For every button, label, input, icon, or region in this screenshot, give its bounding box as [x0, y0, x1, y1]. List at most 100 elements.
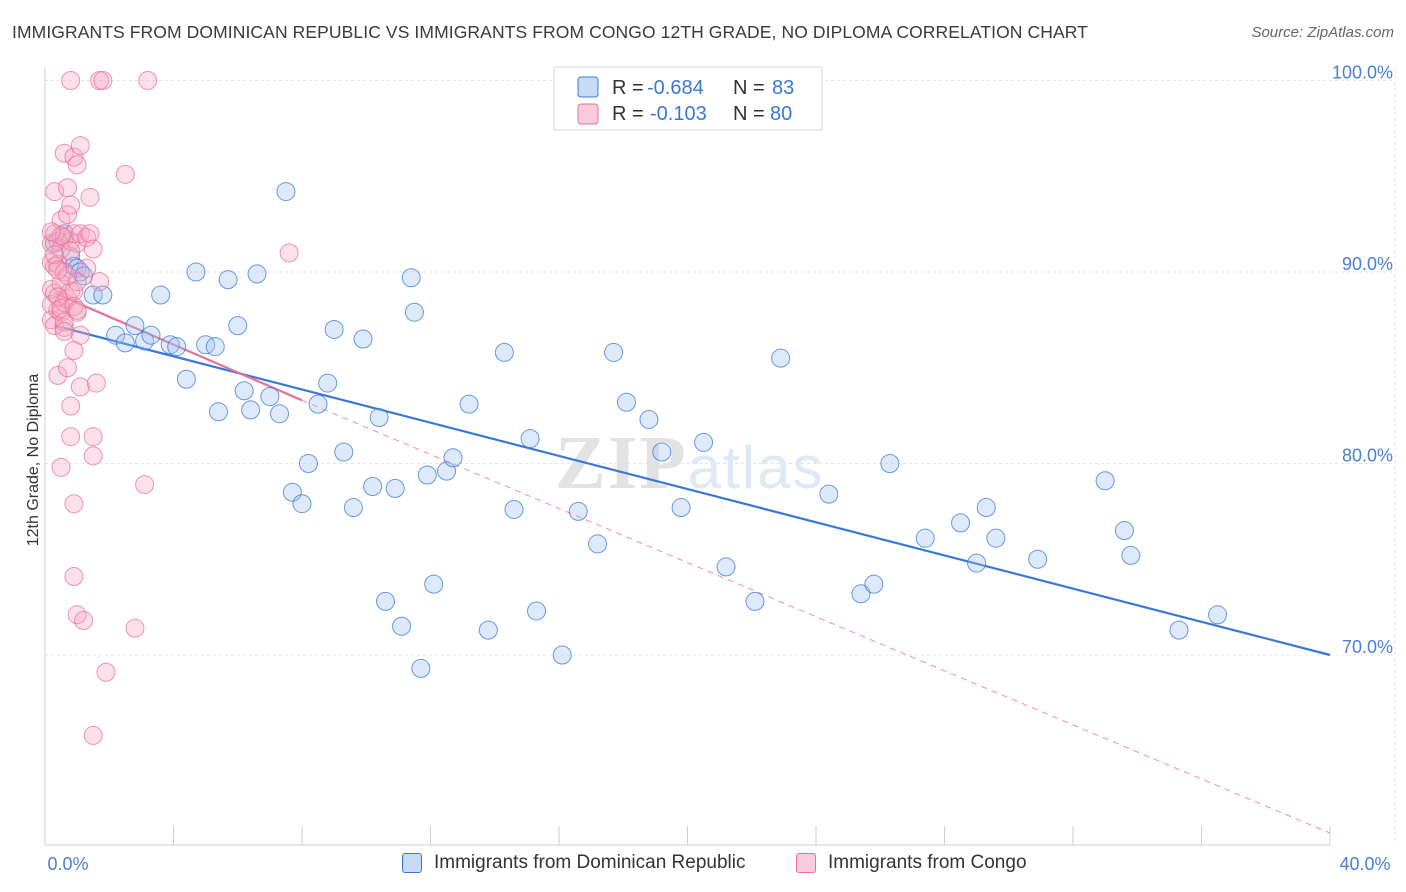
point-dominican-78 [1028, 549, 1048, 569]
gridlines [45, 70, 1396, 845]
point-dominican-27 [260, 386, 280, 406]
point-dominican-23 [228, 316, 248, 336]
point-congo-50 [77, 228, 97, 248]
point-dominican-53 [494, 342, 514, 362]
point-congo-30 [61, 231, 81, 251]
point-dominican-15 [160, 335, 180, 355]
point-dominican-80 [1114, 521, 1134, 541]
point-dominican-36 [334, 442, 354, 462]
point-congo-18 [51, 457, 71, 477]
point-dominican-74 [951, 513, 971, 533]
point-congo-77 [279, 243, 299, 263]
chart-title: IMMIGRANTS FROM DOMINICAN REPUBLIC VS IM… [12, 22, 1088, 42]
point-dominican-41 [376, 591, 396, 611]
point-dominican-31 [292, 494, 312, 514]
point-dominican-39 [363, 476, 383, 496]
point-dominican-75 [967, 553, 987, 573]
point-dominican-60 [604, 342, 624, 362]
point-dominican-14 [151, 285, 171, 305]
point-congo-45 [70, 136, 90, 156]
point-dominican-19 [196, 335, 216, 355]
point-congo-57 [83, 725, 103, 745]
point-congo-32 [61, 396, 81, 416]
point-dominican-43 [392, 616, 412, 636]
point-dominican-66 [716, 557, 736, 577]
point-dominican-10 [115, 333, 135, 353]
point-dominican-40 [369, 408, 389, 428]
point-congo-2 [41, 279, 61, 299]
tick-labels: 70.0% 80.0% 90.0% 100.0% 0.0% 40.0% [47, 63, 1393, 875]
point-congo-64 [125, 618, 145, 638]
legend-n-value-1: 83 [772, 77, 794, 99]
point-congo-72 [48, 260, 68, 280]
legend-swatch-congo [796, 853, 816, 873]
point-dominican-44 [401, 268, 421, 288]
point-dominican-9 [106, 325, 126, 345]
point-dominican-22 [218, 270, 238, 290]
y-tick-label: 90.0% [1342, 254, 1393, 274]
point-dominican-54 [504, 499, 524, 519]
point-congo-78 [54, 321, 74, 341]
point-dominican-77 [986, 528, 1006, 548]
point-dominican-58 [568, 501, 588, 521]
point-dominican-79 [1095, 471, 1115, 491]
point-dominican-42 [385, 478, 405, 498]
point-congo-56 [83, 446, 103, 466]
point-dominican-83 [1208, 605, 1228, 625]
data-points [41, 71, 1228, 745]
point-congo-48 [70, 377, 90, 397]
point-congo-76 [41, 222, 61, 242]
point-dominican-63 [652, 442, 672, 462]
point-congo-5 [45, 182, 65, 202]
legend-swatch-blue [577, 76, 599, 98]
point-dominican-76 [976, 498, 996, 518]
point-congo-79 [61, 241, 81, 261]
point-congo-63 [115, 164, 135, 184]
point-dominican-68 [771, 348, 791, 368]
y-tick-label: 70.0% [1342, 637, 1393, 657]
point-dominican-70 [851, 584, 871, 604]
point-dominican-55 [520, 429, 540, 449]
legend-r-value-1: -0.684 [647, 77, 704, 99]
point-congo-39 [64, 566, 84, 586]
point-dominican-61 [616, 392, 636, 412]
point-dominican-25 [241, 400, 261, 420]
point-congo-47 [70, 325, 90, 345]
point-congo-62 [96, 662, 116, 682]
point-congo-34 [64, 147, 84, 167]
point-dominican-69 [819, 484, 839, 504]
point-congo-7 [45, 256, 65, 276]
point-congo-74 [64, 296, 84, 316]
point-congo-66 [138, 71, 158, 90]
point-dominican-67 [745, 591, 765, 611]
point-dominican-71 [864, 574, 884, 594]
point-congo-52 [80, 187, 100, 207]
point-congo-38 [64, 494, 84, 514]
stats-legend: R = -0.684 N = 83 R = -0.103 N = 80 [553, 66, 823, 131]
x-tick-label-min: 0.0% [47, 854, 88, 874]
point-dominican-81 [1121, 545, 1141, 565]
point-congo-53 [80, 224, 100, 244]
point-congo-61 [93, 71, 113, 90]
point-congo-73 [51, 226, 71, 246]
point-dominican-65 [694, 432, 714, 452]
legend-r-value-2: -0.103 [650, 103, 707, 125]
y-tick-label: 80.0% [1342, 446, 1393, 466]
point-congo-55 [83, 427, 103, 447]
point-congo-67 [48, 287, 68, 307]
point-dominican-26 [247, 264, 267, 284]
point-congo-33 [61, 427, 81, 447]
legend-label-congo: Immigrants from Congo [828, 852, 1027, 873]
legend-swatch-pink [577, 103, 599, 125]
point-congo-54 [83, 239, 103, 259]
point-dominican-59 [588, 534, 608, 554]
point-dominican-21 [208, 402, 228, 422]
point-dominican-34 [318, 373, 338, 393]
point-dominican-16 [167, 337, 187, 357]
point-dominican-24 [234, 381, 254, 401]
point-congo-28 [61, 71, 81, 90]
point-congo-75 [67, 300, 87, 320]
legend-label-dominican: Immigrants from Dominican Republic [434, 852, 746, 873]
point-dominican-48 [424, 574, 444, 594]
point-dominican-37 [343, 498, 363, 518]
